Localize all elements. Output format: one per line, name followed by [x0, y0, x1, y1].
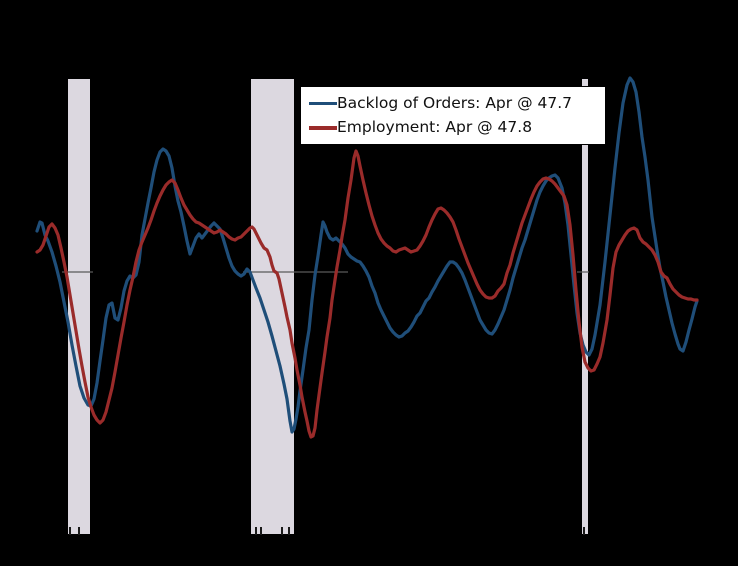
legend-entry-backlog: Backlog of Orders: Apr @ 47.7	[309, 93, 597, 114]
backlog-line-swatch-icon	[309, 101, 337, 105]
recession-bands-group	[68, 79, 588, 534]
employment-line	[35, 149, 699, 439]
employment-line-swatch-icon	[309, 126, 337, 130]
legend-label-employment: Employment: Apr @ 47.8	[337, 118, 533, 136]
series-group	[35, 76, 699, 439]
recession-band	[582, 79, 588, 534]
legend-entry-employment: Employment: Apr @ 47.8	[309, 118, 597, 139]
axis-ticks-group	[69, 527, 585, 535]
legend-label-backlog: Backlog of Orders: Apr @ 47.7	[337, 93, 573, 112]
recession-band	[68, 79, 90, 534]
recession-band	[251, 79, 294, 534]
legend: Backlog of Orders: Apr @ 47.7 Employment…	[300, 86, 606, 145]
